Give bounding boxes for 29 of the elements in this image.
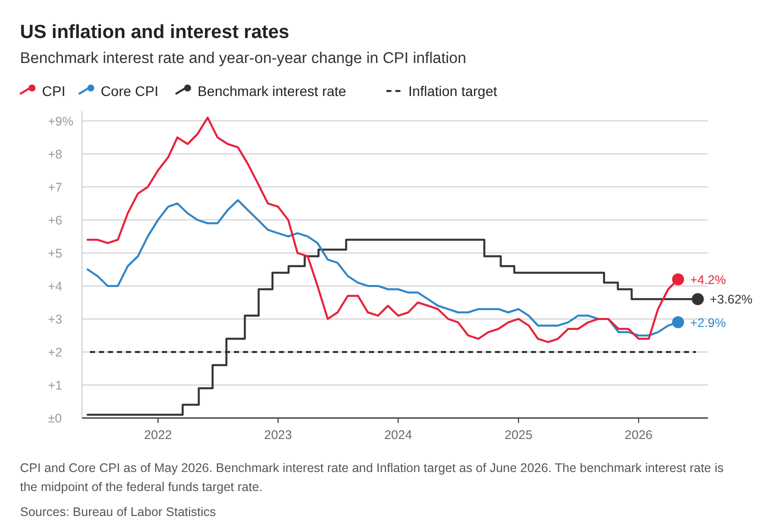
text: CPI and Core CPI as of May 2026. Benchmark interest rate and Inflation target as of June 2026. The benchmark interest rate is the midpoint of the federal funds target rate. xyxy=(20,461,724,494)
legend-label: Benchmark interest rate xyxy=(198,83,346,99)
point xyxy=(672,316,684,328)
x-tick-label: 2024 xyxy=(384,428,412,442)
legend-label: Core CPI xyxy=(100,83,158,99)
y-tick-label: +6 xyxy=(48,213,62,228)
annotation: +3.62% xyxy=(710,292,753,307)
y-tick-label: +5 xyxy=(48,246,62,260)
point xyxy=(692,293,704,306)
x-tick-label: 2026 xyxy=(624,428,653,442)
x-tick-label: 2023 xyxy=(264,428,292,442)
y-tick-label: +9% xyxy=(48,114,74,128)
chart-title: US inflation and interest rates xyxy=(20,22,290,43)
point xyxy=(672,273,684,286)
y-tick-label: +8 xyxy=(48,147,62,162)
annotation: +4.2% xyxy=(690,272,726,287)
y-tick-label: +7 xyxy=(48,180,62,194)
source-note: Sources: Bureau of Labor Statistics xyxy=(20,505,216,519)
legend-label: Inflation target xyxy=(408,83,498,99)
chart-subtitle: Benchmark interest rate and year-on-year change in CPI inflation xyxy=(20,50,466,67)
y-tick-label: ±0 xyxy=(48,412,62,426)
y-tick-label: +3 xyxy=(48,312,62,326)
y-tick-label: +2 xyxy=(48,345,62,360)
annotation: +2.9% xyxy=(690,316,726,330)
x-tick-label: 2022 xyxy=(144,428,172,442)
y-tick-label: +1 xyxy=(48,378,62,392)
y-tick-label: +4 xyxy=(48,279,62,294)
legend-label: CPI xyxy=(42,83,66,99)
x-tick-label: 2025 xyxy=(504,428,532,442)
